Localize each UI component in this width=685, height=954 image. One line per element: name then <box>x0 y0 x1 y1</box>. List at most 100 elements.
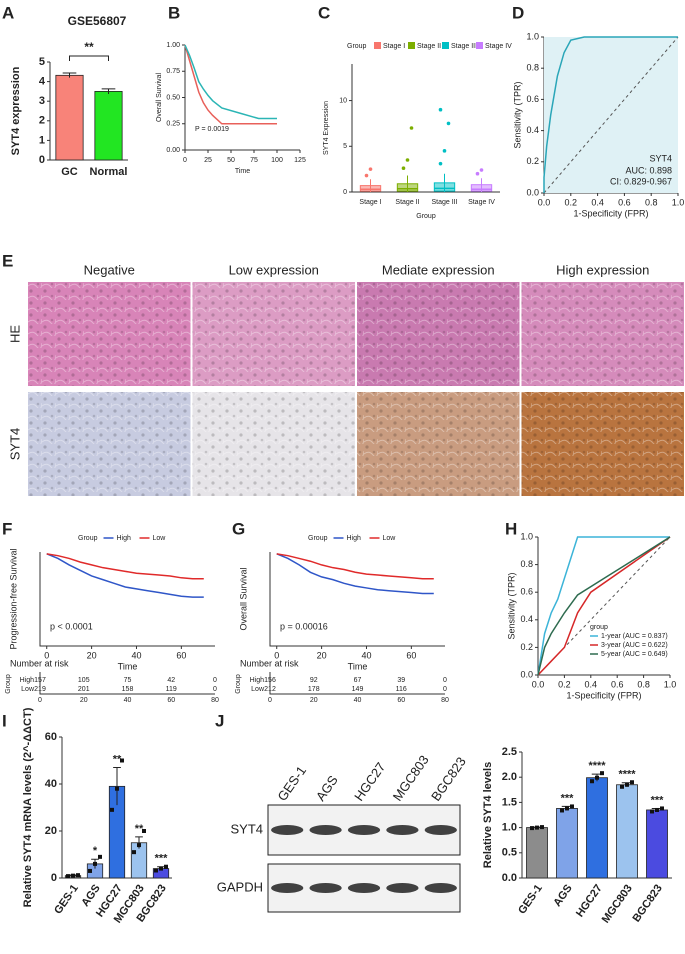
risk-row-name: High <box>250 677 265 684</box>
bar <box>94 91 123 161</box>
bar <box>616 784 638 879</box>
y-tick-label: 0.25 <box>166 121 180 128</box>
x-tick-label: 0.4 <box>585 679 598 689</box>
x-axis-label: Time <box>118 661 138 671</box>
y-tick-label: 0 <box>51 872 57 884</box>
data-point <box>159 866 163 871</box>
y-tick-label: 1.0 <box>520 531 533 541</box>
y-tick-label: 0.4 <box>526 125 539 135</box>
row-label: SYT4 <box>7 428 22 461</box>
error-bar <box>101 88 116 94</box>
y-tick-label: 0.8 <box>520 559 533 569</box>
x-tick-label: 20 <box>87 650 97 660</box>
axis-line <box>269 552 445 647</box>
y-tick-label: 0.0 <box>520 669 533 679</box>
risk-count: 116 <box>396 686 407 693</box>
legend-label: 3-year (AUC = 0.622) <box>601 642 668 649</box>
significance-label: *** <box>561 792 575 804</box>
x-tick-label: 0 <box>274 650 279 660</box>
lane-label: BGC823 <box>428 754 469 803</box>
histology-texture <box>28 392 191 496</box>
x-tick-label: 50 <box>227 157 235 164</box>
legend-title: Group <box>78 535 98 542</box>
box <box>396 183 419 192</box>
blot-band <box>386 883 419 893</box>
x-tick-label: 40 <box>361 650 371 660</box>
x-tick-label: 0.2 <box>558 679 571 689</box>
x-tick-label: GES-1 <box>516 883 545 917</box>
risk-row-name: High <box>20 677 35 684</box>
y-tick-label: 0.6 <box>520 587 533 597</box>
x-tick-label: 0.8 <box>645 197 658 207</box>
y-tick-label: 0.8 <box>526 63 539 73</box>
y-axis-label: Sensitivity (TPR) <box>506 572 516 639</box>
x-axis-label: Time <box>348 661 368 671</box>
x-tick-label: 60 <box>176 650 186 660</box>
risk-table-title: Number at risk <box>240 658 299 668</box>
x-axis-label: Time <box>235 168 250 175</box>
bar <box>55 74 84 161</box>
significance-bracket <box>69 55 109 61</box>
x-tick-label: 0.2 <box>565 197 578 207</box>
risk-time: 60 <box>167 697 175 704</box>
data-point <box>120 758 124 763</box>
y-tick-label: 0.2 <box>526 156 539 166</box>
risk-count: 119 <box>166 686 177 693</box>
data-point <box>620 784 624 789</box>
blot-band <box>309 825 342 835</box>
series-line <box>46 553 204 580</box>
y-tick-label: 0 <box>39 154 45 166</box>
risk-count: 158 <box>122 686 134 693</box>
histology-texture <box>192 392 355 496</box>
data-point <box>66 874 70 879</box>
risk-axis <box>269 672 445 695</box>
blot-band <box>424 883 457 893</box>
legend-swatch <box>442 42 449 49</box>
histology-texture <box>357 392 520 496</box>
box <box>470 184 493 192</box>
risk-count: 67 <box>354 677 362 684</box>
lane-label: AGS <box>313 772 341 803</box>
y-tick-label: 40 <box>45 778 57 790</box>
risk-count: 0 <box>443 677 447 684</box>
significance-label: ** <box>135 823 144 835</box>
risk-count: 201 <box>78 686 90 693</box>
outlier <box>475 171 480 176</box>
axis-line <box>184 45 300 151</box>
x-tick-label: 0 <box>183 157 187 164</box>
blot-band <box>271 825 304 835</box>
x-tick-label: GES-1 <box>52 883 81 917</box>
y-axis-label: Overall Survival <box>156 73 163 122</box>
risk-time: 40 <box>124 697 132 704</box>
column-header: Negative <box>84 262 135 277</box>
significance-label: **** <box>618 769 636 781</box>
x-tick-label: 0.8 <box>637 679 650 689</box>
blot-band <box>347 883 381 893</box>
blot-band <box>309 883 342 893</box>
y-tick-label: 5 <box>343 143 347 150</box>
x-tick-label: 0.6 <box>618 197 631 207</box>
risk-row-name: Low <box>251 686 265 693</box>
risk-time: 20 <box>80 697 88 704</box>
x-tick-label: BGC823 <box>630 883 664 925</box>
blot-row-label: GAPDH <box>217 879 263 894</box>
y-tick-label: 1 <box>39 134 45 146</box>
outlier <box>364 173 369 178</box>
blot-band <box>386 825 419 835</box>
blot-band <box>347 825 381 835</box>
panel-letter: B <box>168 3 180 22</box>
lane-label: MGC803 <box>390 752 432 803</box>
data-point <box>595 775 599 780</box>
risk-table-label: Group <box>235 674 242 694</box>
x-tick-label: 0.4 <box>591 197 604 207</box>
y-tick-label: 5 <box>39 56 45 68</box>
legend-label: Stage I <box>383 43 405 50</box>
x-axis-label: Group <box>416 213 436 220</box>
y-tick-label: 1.5 <box>502 796 517 808</box>
data-point <box>565 806 569 811</box>
risk-time: 60 <box>397 697 405 704</box>
significance-label: **** <box>588 760 606 772</box>
blot-band <box>424 825 457 835</box>
y-axis-label: Overall Survival <box>238 567 248 630</box>
data-point <box>625 782 629 787</box>
